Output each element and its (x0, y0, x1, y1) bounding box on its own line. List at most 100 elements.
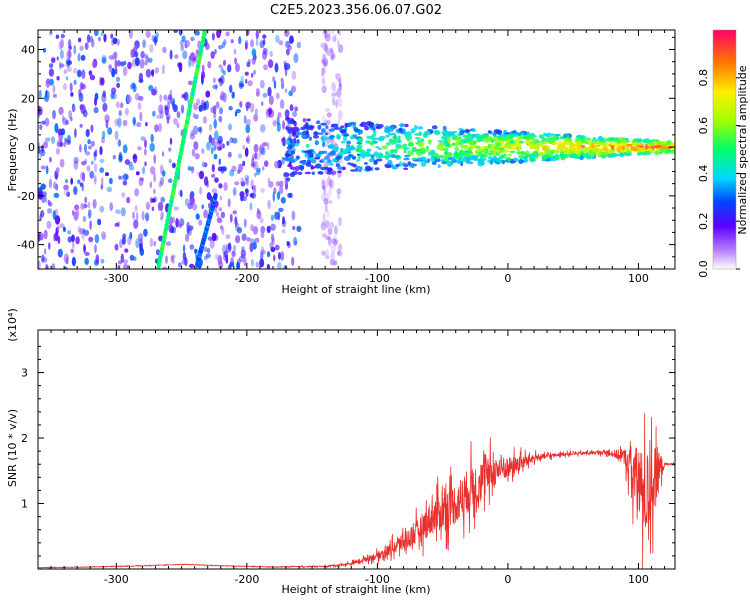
heatmap-cell (274, 160, 280, 169)
spectrogram-y-label: Frequency (Hz) (6, 109, 19, 192)
heatmap-cell (500, 154, 507, 159)
heatmap-cell (48, 178, 53, 189)
heatmap-cell (208, 134, 212, 144)
heatmap-cell (203, 246, 208, 253)
heatmap-cell (584, 139, 588, 145)
heatmap-cell (84, 251, 90, 256)
heatmap-cell (565, 142, 570, 146)
heatmap-cell (213, 145, 216, 152)
heatmap-cell (390, 154, 397, 158)
heatmap-cell (187, 80, 193, 86)
heatmap-cell (507, 145, 512, 150)
heatmap-cell (210, 106, 215, 114)
heatmap-cell (267, 199, 271, 210)
heatmap-cell (441, 158, 445, 162)
heatmap-cell (603, 147, 609, 152)
heatmap-feature-diagonal-line-2 (195, 192, 218, 268)
heatmap-cell (211, 164, 215, 173)
heatmap-cell (384, 127, 391, 134)
heatmap-cell (141, 210, 145, 221)
heatmap-cell (72, 106, 76, 112)
heatmap-cell (45, 265, 50, 269)
heatmap-cell (326, 167, 333, 172)
heatmap-cell (622, 139, 627, 144)
heatmap-cell (315, 163, 322, 169)
heatmap-cell (70, 177, 74, 185)
heatmap-cell (94, 30, 99, 37)
heatmap-cell (221, 166, 227, 172)
heatmap-cell (301, 161, 307, 166)
heatmap-cell (227, 264, 232, 269)
heatmap-cell (481, 153, 486, 158)
heatmap-cell (388, 138, 393, 143)
heatmap-cell (203, 101, 207, 111)
heatmap-cell (377, 147, 382, 151)
x-tick-label: -200 (234, 272, 259, 285)
heatmap-cell (297, 171, 303, 175)
heatmap-cell (121, 236, 126, 245)
heatmap-cell (480, 158, 487, 161)
heatmap-cell (327, 159, 332, 163)
heatmap-cell (56, 76, 60, 81)
heatmap-cell (153, 36, 158, 44)
heatmap-cell (390, 125, 395, 132)
heatmap-cell (468, 161, 474, 165)
heatmap-cell (403, 157, 410, 161)
heatmap-cell (83, 243, 86, 254)
heatmap-cell (275, 181, 281, 187)
heatmap-cell (598, 148, 605, 151)
heatmap-cell (560, 151, 565, 157)
heatmap-cell (282, 136, 286, 147)
heatmap-cell (117, 60, 121, 67)
heatmap-cell (194, 153, 200, 160)
heatmap-cell (524, 139, 532, 145)
heatmap-cell (99, 167, 105, 174)
heatmap-cell (468, 140, 475, 146)
heatmap-cell (67, 49, 72, 59)
heatmap-cell (288, 90, 294, 97)
heatmap-cell (112, 52, 116, 61)
heatmap-cell (262, 142, 268, 147)
y-tick-label: -20 (17, 190, 35, 203)
heatmap-cell (493, 145, 500, 151)
heatmap-cell (77, 53, 81, 62)
spectrogram-marks (38, 30, 675, 269)
heatmap-cell (55, 167, 60, 174)
heatmap-cell (494, 142, 502, 147)
heatmap-cell (135, 171, 140, 176)
heatmap-cell (223, 39, 227, 45)
heatmap-cell (92, 60, 96, 69)
heatmap-cell (43, 248, 47, 255)
heatmap-cell (267, 86, 272, 97)
heatmap-cell (99, 146, 103, 156)
heatmap-cell (427, 139, 432, 145)
heatmap-cell (79, 45, 84, 51)
heatmap-cell (399, 123, 405, 128)
heatmap-cell (40, 210, 45, 218)
heatmap-cell (140, 136, 146, 142)
heatmap-cell (435, 156, 440, 160)
heatmap-cell (162, 46, 167, 54)
heatmap-cell (251, 157, 255, 168)
heatmap-cell (238, 36, 242, 45)
heatmap-cell (181, 93, 186, 99)
heatmap-cell (38, 232, 41, 242)
heatmap-cell (221, 41, 226, 49)
x-tick-label: -100 (365, 573, 390, 586)
heatmap-feature-horizontal-band (283, 116, 675, 178)
heatmap-cell (70, 92, 74, 97)
heatmap-cell (230, 257, 234, 264)
heatmap-cell (70, 248, 74, 254)
heatmap-cell (90, 124, 94, 133)
heatmap-cell (119, 239, 123, 249)
heatmap-cell (250, 192, 257, 199)
heatmap-cell (102, 102, 108, 112)
heatmap-cell (161, 151, 165, 157)
heatmap-cell (127, 161, 133, 167)
heatmap-cell (232, 210, 238, 215)
heatmap-cell (478, 161, 483, 165)
heatmap-cell (335, 163, 340, 168)
heatmap-cell (187, 227, 192, 237)
heatmap-feature-diagonal-line-1 (155, 30, 208, 269)
heatmap-cell (75, 236, 80, 245)
